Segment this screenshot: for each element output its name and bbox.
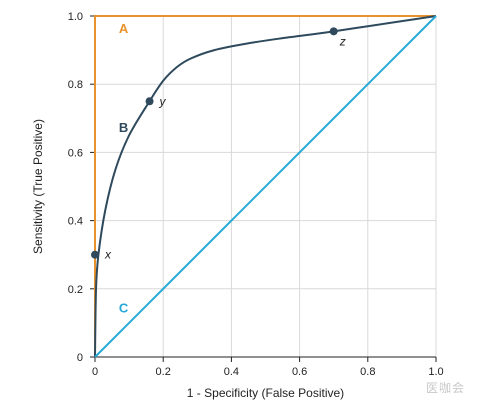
- point-z: [329, 27, 338, 36]
- point-y: [145, 97, 154, 106]
- x-tick-label: 0: [92, 366, 98, 378]
- data-points: x y z: [91, 27, 346, 262]
- point-label-x: x: [104, 248, 112, 262]
- curve-label-a: A: [119, 21, 129, 36]
- y-tick-label: 0: [77, 352, 83, 364]
- series-lines: [94, 15, 437, 358]
- x-tick-label: 0.8: [360, 366, 375, 378]
- x-tick-label: 0.6: [292, 366, 307, 378]
- x-tick-label: 1.0: [428, 366, 443, 378]
- series-line-c: [94, 15, 437, 358]
- y-tick-label: 0.6: [68, 147, 83, 159]
- point-label-y: y: [159, 94, 167, 108]
- curve-label-c: C: [119, 301, 129, 316]
- watermark: 医咖会: [425, 381, 465, 395]
- curve-label-b: B: [119, 120, 128, 135]
- series-line-a: [94, 15, 436, 357]
- point-label-z: z: [339, 34, 346, 48]
- y-tick-label: 0.4: [68, 216, 83, 228]
- x-tick-label: 0.2: [156, 366, 171, 378]
- y-tick-label: 1.0: [68, 11, 83, 23]
- y-axis-label: Sensitivity (True Positive): [31, 119, 45, 254]
- curve-labels: A B C: [119, 21, 129, 316]
- point-x: [91, 250, 99, 259]
- x-tick-label: 0.4: [224, 366, 239, 378]
- x-axis-label: 1 - Specificity (False Positive): [187, 386, 344, 400]
- y-tick-label: 0.8: [68, 79, 83, 91]
- y-tick-label: 0.2: [68, 284, 83, 296]
